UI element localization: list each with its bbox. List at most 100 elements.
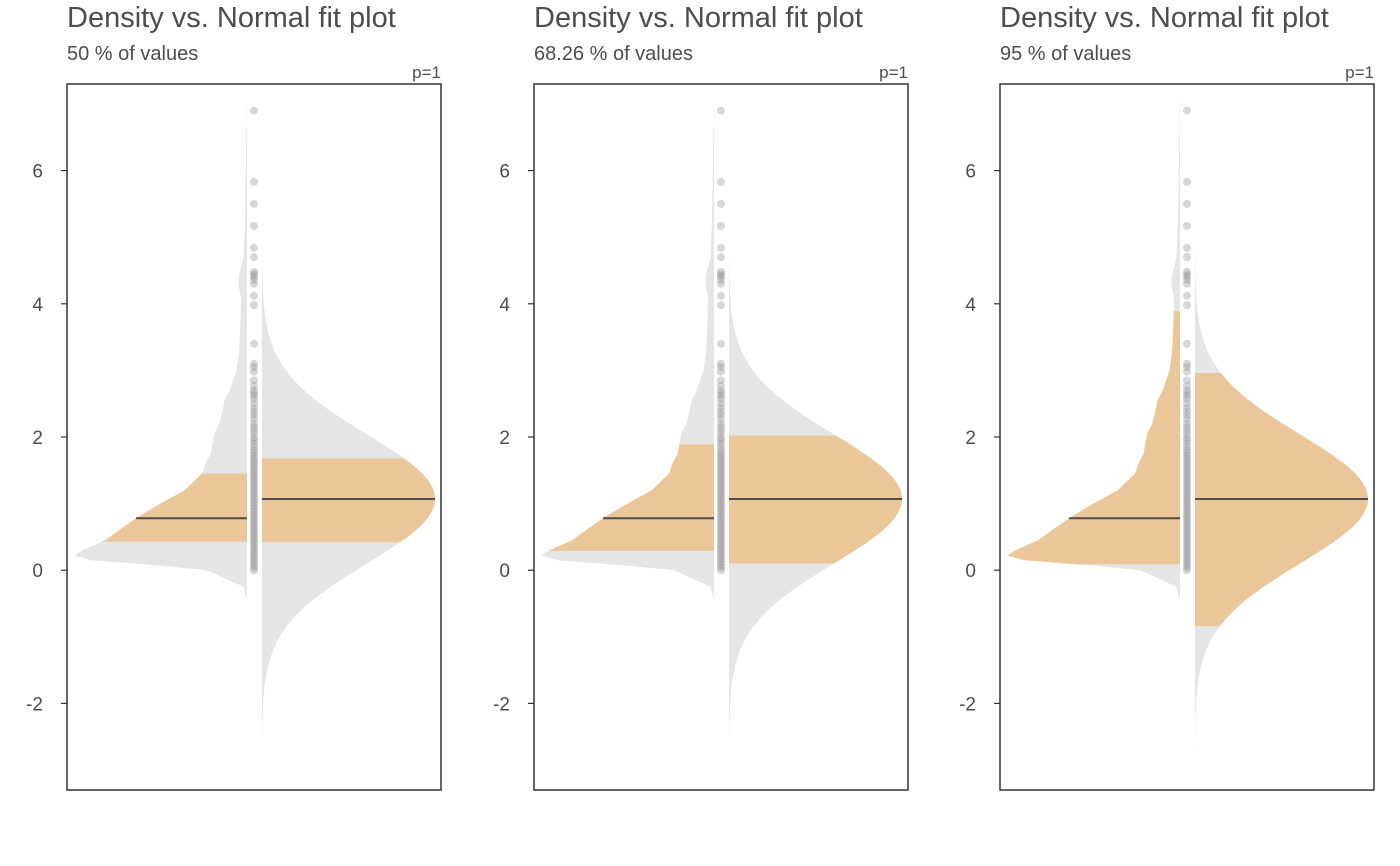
- data-point: [1183, 426, 1191, 435]
- data-point: [250, 436, 258, 445]
- data-point: [250, 367, 258, 376]
- data-point: [1183, 496, 1191, 505]
- data-point: [1183, 483, 1191, 492]
- y-tick-label: 6: [499, 162, 510, 183]
- data-point: [1183, 389, 1191, 398]
- data-point: [250, 451, 258, 460]
- data-point: [717, 199, 725, 208]
- data-point: [1183, 470, 1191, 479]
- data-point: [1183, 555, 1191, 564]
- data-point: [1183, 512, 1191, 521]
- data-point: [1183, 429, 1191, 438]
- data-point: [250, 442, 258, 451]
- data-point: [717, 555, 725, 564]
- data-point: [1183, 550, 1191, 559]
- data-point: [1183, 526, 1191, 535]
- y-tick-label: 4: [32, 295, 43, 316]
- data-point: [717, 363, 725, 372]
- data-point: [250, 512, 258, 521]
- chart-panel-3: 6 4 2 0 -2 Density vs. Normal fit plot 95 % of…: [959, 2, 1375, 791]
- data-point: [717, 536, 725, 545]
- data-point: [250, 423, 258, 432]
- data-point: [717, 448, 725, 457]
- data-point: [1183, 439, 1191, 448]
- data-point: [250, 199, 258, 208]
- data-point: [250, 439, 258, 448]
- data-point: [250, 272, 258, 281]
- data-point: [1183, 459, 1191, 468]
- data-point: [1183, 462, 1191, 471]
- data-point: [1183, 547, 1191, 556]
- data-point: [250, 502, 258, 511]
- data-point: [1183, 560, 1191, 569]
- data-point: [250, 386, 258, 395]
- data-point: [717, 439, 725, 448]
- data-point: [717, 486, 725, 495]
- data-point: [717, 270, 725, 279]
- data-point: [717, 177, 725, 186]
- data-point: [250, 279, 258, 288]
- plot-area: [542, 84, 902, 790]
- data-point: [250, 359, 258, 368]
- data-point: [250, 399, 258, 408]
- data-point: [1183, 467, 1191, 476]
- data-point: [250, 426, 258, 435]
- data-point: [1183, 363, 1191, 372]
- data-point: [250, 389, 258, 398]
- data-point: [250, 363, 258, 372]
- data-point: [717, 376, 725, 385]
- y-tick-label: 4: [965, 295, 976, 316]
- data-point: [1183, 520, 1191, 529]
- chart-title: Density vs. Normal fit plot: [1000, 2, 1329, 34]
- data-point: [1183, 523, 1191, 532]
- data-point: [1183, 488, 1191, 497]
- p-value-label: p=1: [412, 63, 441, 82]
- data-point: [250, 403, 258, 412]
- y-tick-label: -2: [959, 694, 976, 715]
- data-point: [250, 381, 258, 390]
- data-point: [1183, 563, 1191, 572]
- data-point: [1183, 566, 1191, 575]
- p-value-label: p=1: [879, 63, 908, 82]
- data-point: [717, 496, 725, 505]
- chart-panel-1: 6 4 2 0 -2 Density vs. Normal fit plot 50 % of…: [26, 2, 442, 791]
- data-point: [250, 429, 258, 438]
- data-points: [717, 106, 725, 575]
- data-point: [717, 558, 725, 567]
- data-point: [1183, 491, 1191, 500]
- data-point: [250, 376, 258, 385]
- data-point: [717, 221, 725, 230]
- data-point: [717, 367, 725, 376]
- data-point: [250, 566, 258, 575]
- data-point: [250, 515, 258, 524]
- data-point: [250, 523, 258, 532]
- data-point: [717, 515, 725, 524]
- data-point: [717, 483, 725, 492]
- data-point: [250, 528, 258, 537]
- y-tick-label: 2: [965, 428, 976, 449]
- data-point: [1183, 442, 1191, 451]
- data-point: [250, 491, 258, 500]
- data-point: [1183, 367, 1191, 376]
- data-point: [250, 395, 258, 404]
- normal-fit-half: [262, 84, 435, 790]
- y-tick-label: 2: [499, 428, 510, 449]
- data-point: [250, 454, 258, 463]
- data-point: [717, 534, 725, 543]
- data-point: [250, 563, 258, 572]
- plot-area: [1008, 84, 1368, 790]
- data-point: [1183, 106, 1191, 115]
- data-point: [250, 470, 258, 479]
- data-point: [717, 563, 725, 572]
- data-point: [250, 531, 258, 540]
- data-point: [717, 472, 725, 481]
- density-interval-band: [102, 473, 248, 542]
- data-point: [1183, 528, 1191, 537]
- data-point: [1183, 454, 1191, 463]
- data-point: [1183, 433, 1191, 442]
- data-point: [250, 446, 258, 455]
- data-point: [250, 560, 258, 569]
- y-tick-label: 4: [499, 295, 510, 316]
- data-point: [250, 419, 258, 428]
